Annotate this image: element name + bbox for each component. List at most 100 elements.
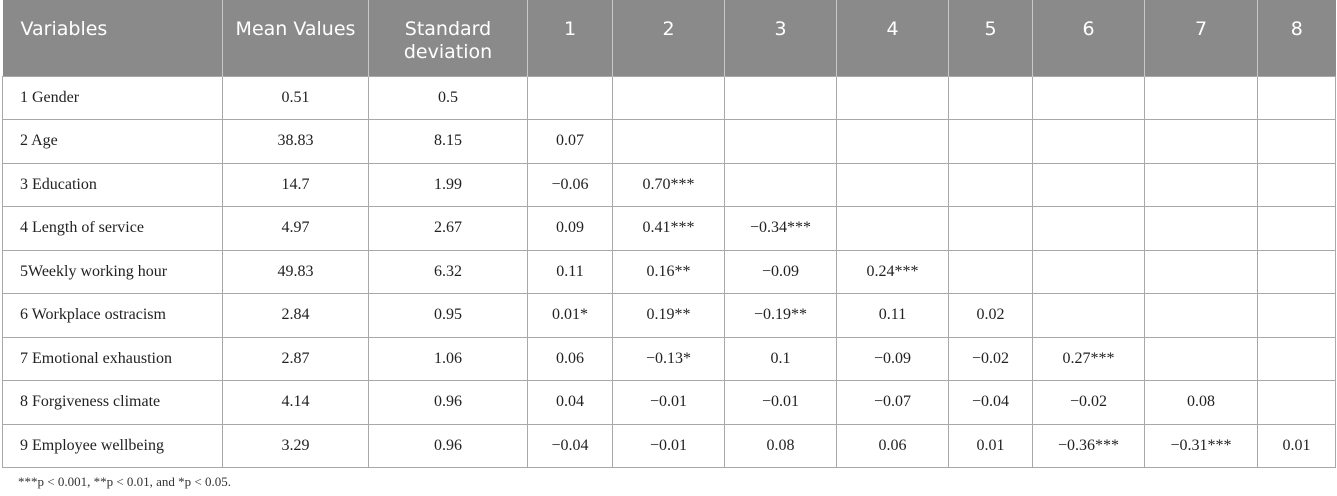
footnote: ***p < 0.001, **p < 0.01, and *p < 0.05. (18, 474, 232, 489)
table-row: 7 Emotional exhaustion 2.87 1.06 0.06 −0.13*… (2, 336, 1336, 381)
table-cell: 0.96 (368, 380, 528, 425)
empty-cell (1257, 336, 1336, 381)
header-cell: 5 (948, 0, 1033, 76)
table-cell: 0.1 (724, 336, 837, 381)
table-cell: 0.16** (612, 249, 725, 294)
table-cell: −0.31*** (1144, 423, 1258, 468)
header-cell: Mean Values (222, 0, 369, 76)
table-cell: 0.11 (836, 293, 949, 338)
table-cell: 0.41*** (612, 206, 725, 251)
empty-cell (612, 119, 725, 164)
table-cell: −0.19** (724, 293, 837, 338)
empty-cell (1257, 75, 1336, 120)
table-cell: −0.01 (612, 423, 725, 468)
empty-cell (527, 75, 613, 120)
empty-cell (1144, 293, 1258, 338)
empty-cell (836, 206, 949, 251)
table-cell: 1 Gender (2, 75, 223, 120)
table-cell: 0.08 (1144, 380, 1258, 425)
table-cell: 0.27*** (1032, 336, 1145, 381)
empty-cell (1144, 119, 1258, 164)
empty-cell (1257, 293, 1336, 338)
table-cell: −0.09 (836, 336, 949, 381)
table-cell: 3.29 (222, 423, 369, 468)
table-cell: 0.24*** (836, 249, 949, 294)
table-row: 5Weekly working hour 49.83 6.32 0.11 0.16** −… (2, 249, 1336, 294)
table-cell: 0.07 (527, 119, 613, 164)
table-cell: 0.96 (368, 423, 528, 468)
empty-cell (836, 162, 949, 207)
table-cell: 4.14 (222, 380, 369, 425)
empty-cell (724, 75, 837, 120)
table-cell: 0.01 (1257, 423, 1336, 468)
table-cell: 49.83 (222, 249, 369, 294)
correlation-table: Variables Mean Values Standard deviation 1 2… (2, 0, 1336, 468)
table-cell: 0.02 (948, 293, 1033, 338)
header-cell: 8 (1257, 0, 1336, 76)
empty-cell (1257, 119, 1336, 164)
table-cell: −0.09 (724, 249, 837, 294)
table-cell: 5Weekly working hour (2, 249, 223, 294)
table-cell: −0.07 (836, 380, 949, 425)
empty-cell (1257, 206, 1336, 251)
empty-cell (948, 249, 1033, 294)
empty-cell (948, 162, 1033, 207)
empty-cell (612, 75, 725, 120)
table-cell: 0.51 (222, 75, 369, 120)
empty-cell (1144, 206, 1258, 251)
table-cell: 0.11 (527, 249, 613, 294)
empty-cell (836, 75, 949, 120)
header-cell: 7 (1144, 0, 1258, 76)
empty-cell (1144, 249, 1258, 294)
empty-cell (836, 119, 949, 164)
table-cell: 3 Education (2, 162, 223, 207)
header-cell: Variables (2, 0, 223, 76)
table-cell: −0.02 (1032, 380, 1145, 425)
table-cell: 0.08 (724, 423, 837, 468)
table-cell: −0.13* (612, 336, 725, 381)
table-cell: 0.01 (948, 423, 1033, 468)
table-cell: −0.01 (724, 380, 837, 425)
empty-cell (1144, 162, 1258, 207)
table-cell: −0.01 (612, 380, 725, 425)
table-row: 3 Education 14.7 1.99 −0.06 0.70*** (2, 162, 1336, 207)
empty-cell (1144, 336, 1258, 381)
header-cell: 2 (612, 0, 725, 76)
table-cell: 2.84 (222, 293, 369, 338)
table-cell: 1.06 (368, 336, 528, 381)
table-cell: 4.97 (222, 206, 369, 251)
table-cell: 14.7 (222, 162, 369, 207)
table-cell: 4 Length of service (2, 206, 223, 251)
table-cell: 0.19** (612, 293, 725, 338)
table-cell: 0.06 (527, 336, 613, 381)
table-row: 2 Age 38.83 8.15 0.07 (2, 119, 1336, 164)
header-cell: 6 (1032, 0, 1145, 76)
table-cell: 0.70*** (612, 162, 725, 207)
empty-cell (1032, 162, 1145, 207)
empty-cell (948, 206, 1033, 251)
table-cell: 0.5 (368, 75, 528, 120)
table-cell: 0.04 (527, 380, 613, 425)
empty-cell (724, 162, 837, 207)
table-cell: 6.32 (368, 249, 528, 294)
empty-cell (1032, 293, 1145, 338)
table-row: 4 Length of service 4.97 2.67 0.09 0.41*** −0… (2, 206, 1336, 251)
empty-cell (1257, 249, 1336, 294)
table-row: 6 Workplace ostracism 2.84 0.95 0.01* 0.19**… (2, 293, 1336, 338)
table-cell: 9 Employee wellbeing (2, 423, 223, 468)
header-row: Variables Mean Values Standard deviation 1 2… (2, 0, 1336, 76)
table-cell: −0.06 (527, 162, 613, 207)
table-row: 1 Gender 0.51 0.5 (2, 75, 1336, 120)
table-cell: −0.34*** (724, 206, 837, 251)
table-cell: 0.01* (527, 293, 613, 338)
empty-cell (1257, 162, 1336, 207)
table-cell: 7 Emotional exhaustion (2, 336, 223, 381)
table-cell: −0.04 (527, 423, 613, 468)
empty-cell (1032, 119, 1145, 164)
table-row: 8 Forgiveness climate 4.14 0.96 0.04 −0.01 −0… (2, 380, 1336, 425)
table-cell: 1.99 (368, 162, 528, 207)
table-cell: −0.02 (948, 336, 1033, 381)
header-cell: 1 (527, 0, 613, 76)
table-cell: 0.06 (836, 423, 949, 468)
